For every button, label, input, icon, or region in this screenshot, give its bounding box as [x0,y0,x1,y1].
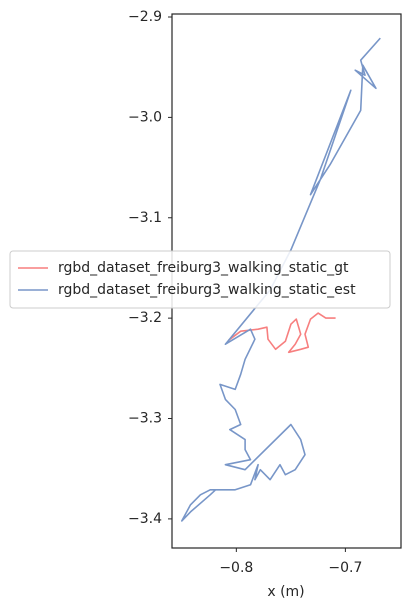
y-tick-label: −3.0 [128,109,162,125]
y-tick-label: −3.3 [128,411,162,427]
legend-box [9,250,391,309]
y-tick-label: −3.4 [128,511,162,527]
legend-label: rgbd_dataset_freiburg3_walking_static_es… [58,282,356,298]
trajectory [228,312,336,354]
x-axis-label: x (m) [267,584,304,600]
trajectory [181,37,381,522]
legend-label: rgbd_dataset_freiburg3_walking_static_gt [58,260,349,276]
y-tick-label: −3.2 [128,310,162,326]
x-tick-label: −0.8 [219,560,253,576]
y-tick-label: −2.9 [128,9,162,25]
x-tick-label: −0.7 [328,560,362,576]
y-tick-label: −3.1 [128,210,162,226]
